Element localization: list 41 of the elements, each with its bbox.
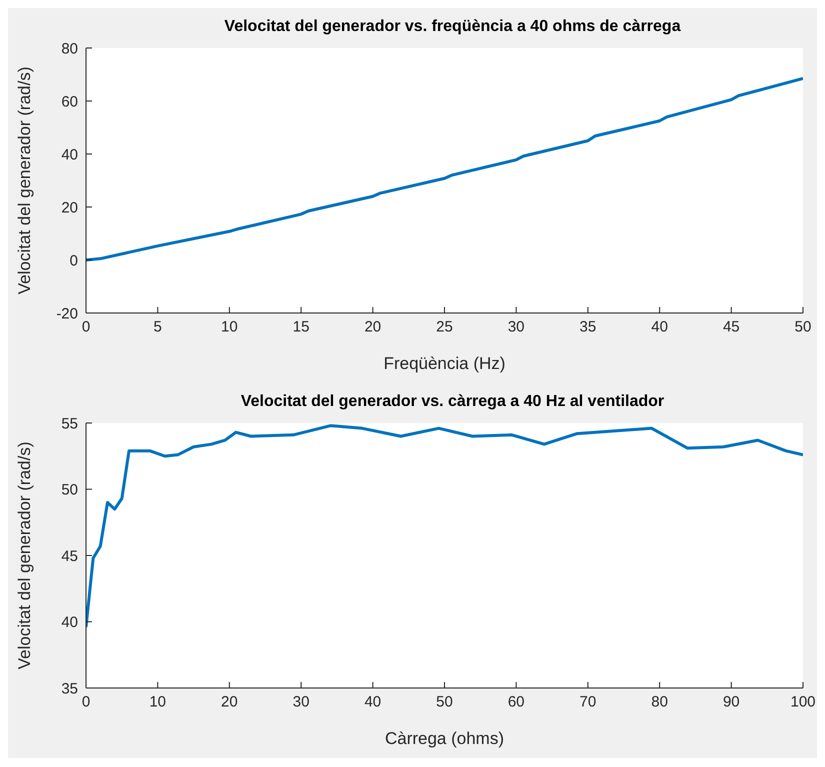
x-tick-label: 100 bbox=[790, 694, 816, 711]
chart-title: Velocitat del generador vs. càrrega a 40 Hz al ventilador bbox=[240, 393, 666, 411]
x-tick-label: 0 bbox=[82, 318, 90, 336]
x-tick-label: 70 bbox=[580, 694, 596, 711]
y-tick-label: 35 bbox=[61, 680, 78, 698]
x-tick-label: 40 bbox=[364, 694, 382, 711]
x-tick-label: 30 bbox=[508, 318, 525, 336]
x-axis-title: Càrrega (ohms) bbox=[384, 729, 504, 748]
y-tick-label: 45 bbox=[61, 548, 78, 565]
x-tick-label: 5 bbox=[154, 318, 162, 336]
x-tick-label: 20 bbox=[364, 318, 382, 336]
y-tick-label: 50 bbox=[61, 482, 78, 499]
x-axis-title: Freqüència (Hz) bbox=[384, 354, 506, 373]
x-tick-label: 10 bbox=[221, 318, 238, 336]
y-tick-label: 55 bbox=[61, 415, 78, 432]
x-tick-label: 0 bbox=[82, 694, 90, 711]
y-tick-label: 20 bbox=[61, 199, 78, 216]
y-tick-label: 80 bbox=[61, 40, 78, 58]
y-axis-title: Velocitat del generador (rad/s) bbox=[15, 442, 34, 670]
line-series bbox=[86, 424, 803, 629]
x-tick-label: 90 bbox=[722, 694, 740, 711]
x-tick-label: 35 bbox=[580, 318, 596, 336]
y-axis-title: Velocitat del generador (rad/s) bbox=[15, 66, 34, 294]
y-tick-label: -20 bbox=[56, 305, 78, 322]
x-tick-label: 50 bbox=[794, 318, 812, 336]
x-tick-label: 40 bbox=[651, 318, 668, 336]
y-tick-label: 0 bbox=[70, 252, 78, 270]
x-tick-label: 80 bbox=[651, 694, 668, 711]
x-tick-label: 25 bbox=[436, 318, 453, 336]
line-series bbox=[86, 76, 803, 262]
y-tick-label: 40 bbox=[61, 614, 78, 632]
x-tick-label: 10 bbox=[149, 694, 166, 711]
x-tick-label: 45 bbox=[722, 318, 740, 336]
chart-title: Velocitat del generador vs. freqüència a 40 ohms de càrrega bbox=[223, 18, 682, 36]
x-tick-label: 15 bbox=[292, 318, 310, 336]
x-tick-label: 30 bbox=[292, 694, 310, 711]
y-tick-label: 40 bbox=[61, 146, 78, 164]
y-tick-label: 60 bbox=[61, 93, 78, 110]
x-tick-label: 60 bbox=[508, 694, 525, 711]
x-tick-label: 20 bbox=[221, 694, 238, 711]
x-tick-label: 50 bbox=[436, 694, 453, 711]
